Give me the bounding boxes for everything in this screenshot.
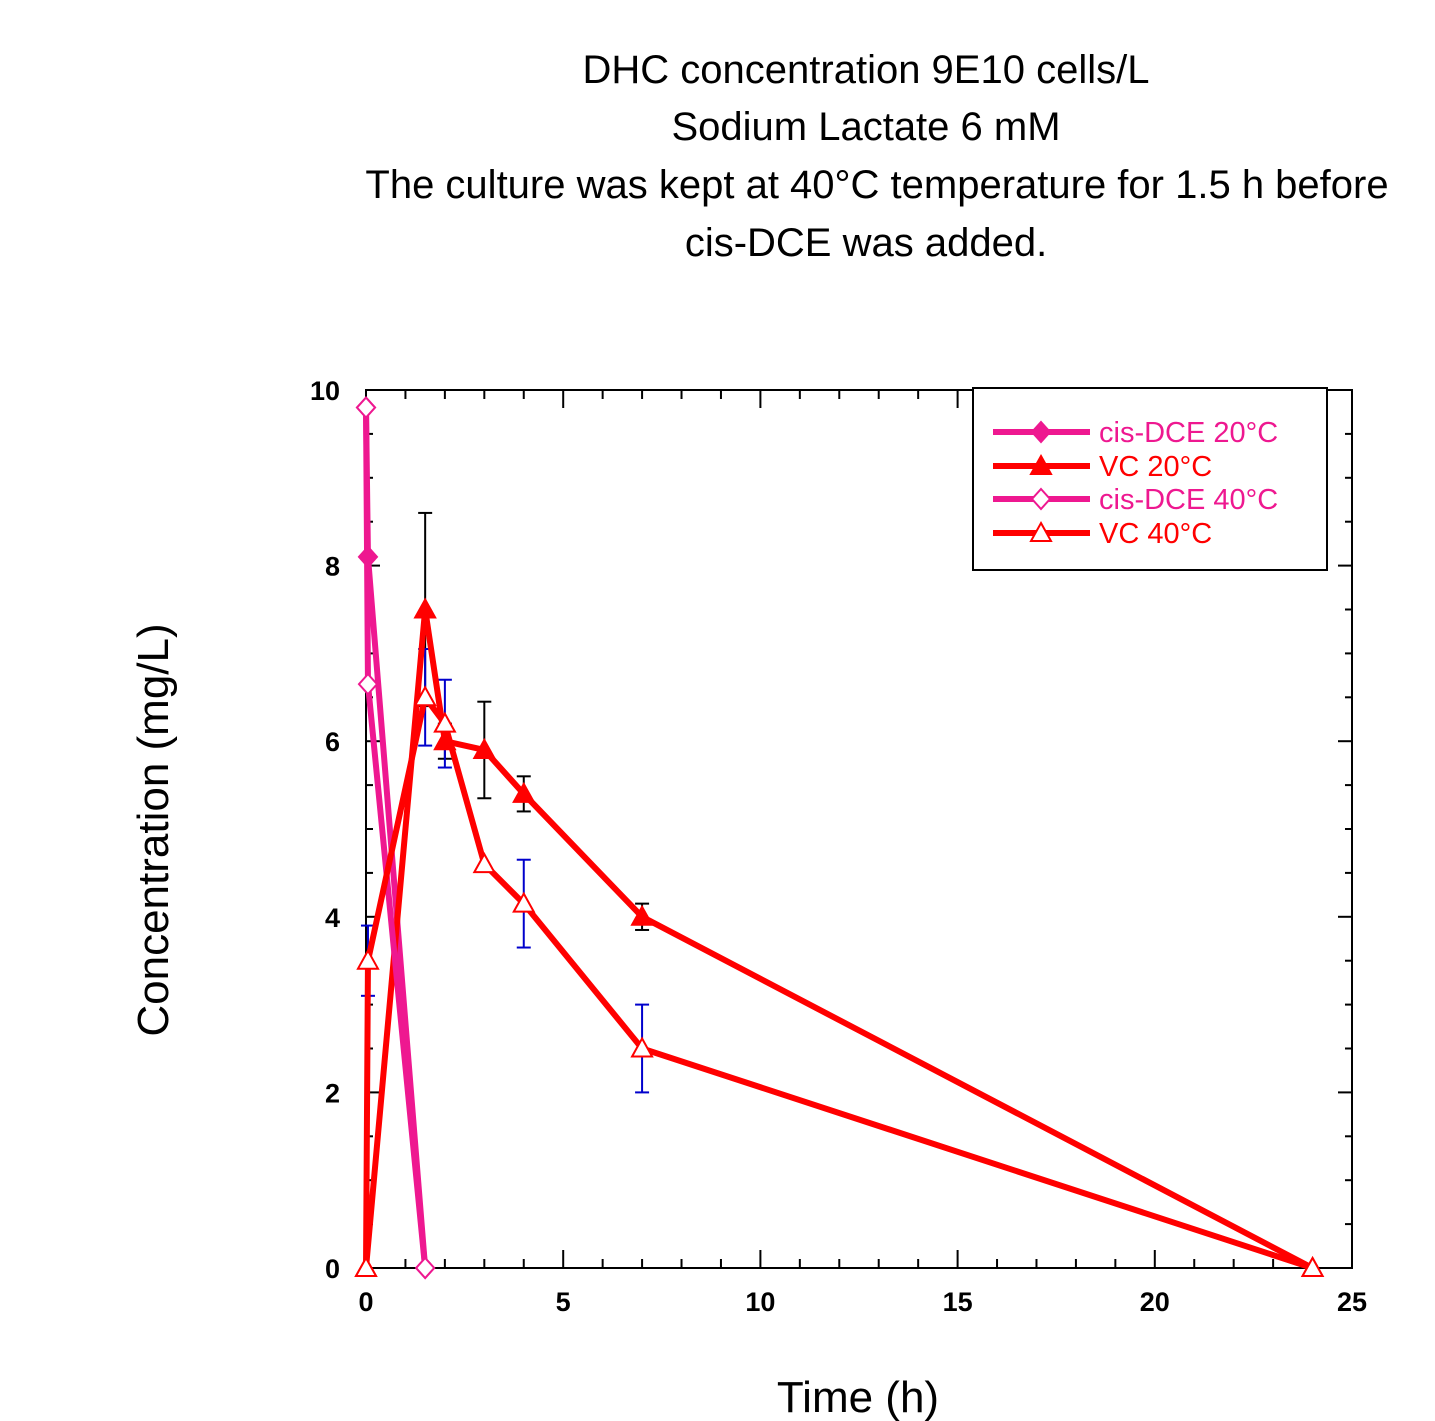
y-tick-label: 6 <box>325 727 340 757</box>
legend-swatch-marker <box>1029 520 1053 542</box>
legend-label: VC 20°C <box>1099 451 1212 483</box>
x-tick-labels: 0 5 10 15 20 25 <box>358 1287 1367 1317</box>
point-vc-20-c <box>413 597 437 619</box>
point-cis-dce-40-c <box>414 1256 436 1280</box>
point-vc-40-c <box>354 1255 378 1277</box>
legend-swatch-marker <box>1030 487 1052 511</box>
point-vc-20-c <box>630 904 654 926</box>
point-cis-dce-40-c <box>355 396 377 420</box>
y-tick-labels: 0 2 4 6 8 10 <box>310 376 340 1284</box>
legend-swatch-marker <box>1030 420 1052 444</box>
y-tick-label: 2 <box>325 1078 340 1108</box>
legend-label: cis-DCE 40°C <box>1099 484 1278 516</box>
y-tick-label: 8 <box>325 552 340 582</box>
title-line-2: Sodium Lactate 6 mM <box>671 105 1060 149</box>
x-tick-label: 0 <box>358 1287 373 1317</box>
y-axis-label: Concentration (mg/L) <box>129 623 178 1036</box>
x-tick-label: 25 <box>1337 1287 1367 1317</box>
title-line-3: The culture was kept at 40°C temperature… <box>365 163 1388 207</box>
x-tick-label: 5 <box>556 1287 571 1317</box>
legend-label: cis-DCE 20°C <box>1099 417 1278 449</box>
x-axis-label: Time (h) <box>777 1373 939 1421</box>
point-cis-dce-40-c <box>357 672 379 696</box>
legend-label: VC 40°C <box>1099 518 1212 550</box>
point-vc-20-c <box>512 781 536 803</box>
chart-title: DHC concentration 9E10 cells/L Sodium La… <box>365 48 1388 265</box>
point-vc-40-c <box>1300 1255 1325 1277</box>
legend-item-vc-40-c: VC 40°C <box>993 518 1212 550</box>
series-line-vc-20-c <box>363 606 1314 1271</box>
point-vc-40-c <box>356 948 380 970</box>
title-line-4: cis-DCE was added. <box>685 221 1047 265</box>
point-vc-40-c <box>512 891 536 913</box>
x-tick-label: 20 <box>1140 1287 1170 1317</box>
series-line-vc-40-c <box>363 694 1314 1271</box>
x-tick-label: 15 <box>943 1287 973 1317</box>
point-vc-40-c <box>413 685 437 707</box>
point-vc-40-c <box>630 1036 654 1058</box>
legend-item-cis-dce-40-c: cis-DCE 40°C <box>993 484 1278 516</box>
point-vc-20-c <box>433 729 457 751</box>
legend-item-vc-20-c: VC 20°C <box>993 451 1212 483</box>
title-line-1: DHC concentration 9E10 cells/L <box>583 48 1150 92</box>
y-tick-label: 10 <box>310 376 340 406</box>
x-tick-label: 10 <box>745 1287 775 1317</box>
point-vc-20-c <box>472 737 497 759</box>
series-markers <box>354 396 1325 1280</box>
point-cis-dce-20-c <box>357 545 379 569</box>
legend-item-cis-dce-20-c: cis-DCE 20°C <box>993 417 1278 449</box>
point-vc-40-c <box>433 711 457 733</box>
point-vc-40-c <box>472 852 497 874</box>
y-tick-label: 4 <box>325 903 340 933</box>
legend-swatch-marker <box>1029 453 1053 475</box>
y-tick-label: 0 <box>325 1254 340 1284</box>
